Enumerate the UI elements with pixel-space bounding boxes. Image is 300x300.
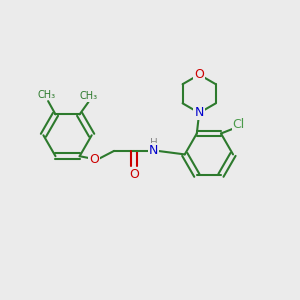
Text: CH₃: CH₃: [38, 90, 56, 100]
Text: N: N: [149, 144, 158, 158]
Text: O: O: [89, 153, 99, 166]
Text: N: N: [194, 106, 204, 119]
Text: Cl: Cl: [232, 118, 245, 131]
Text: O: O: [194, 68, 204, 81]
Text: H: H: [150, 138, 158, 148]
Text: O: O: [129, 168, 139, 181]
Text: CH₃: CH₃: [80, 91, 98, 101]
